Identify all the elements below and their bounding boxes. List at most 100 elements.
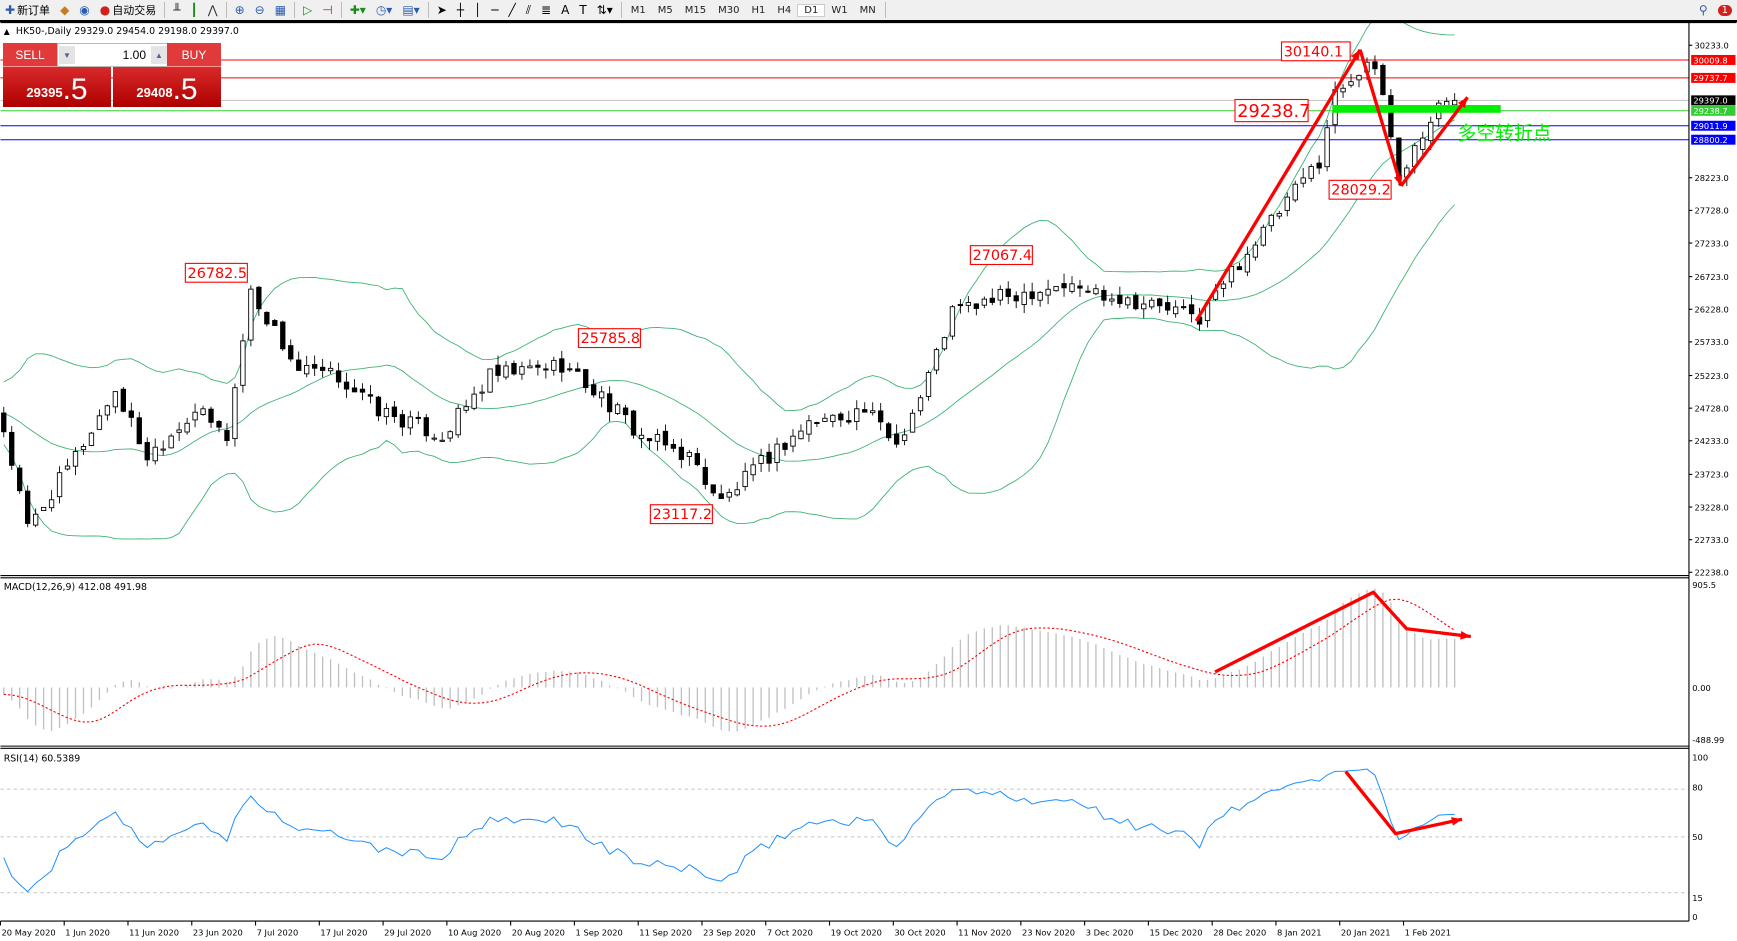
decrease-lot-button[interactable]: ▼ <box>59 46 75 64</box>
bull-candle <box>88 432 95 446</box>
text-button[interactable]: A <box>556 1 574 19</box>
bull-candle <box>192 411 198 421</box>
bull-candle <box>1093 288 1099 295</box>
bull-candle <box>686 451 693 457</box>
cursor-button[interactable]: ➤ <box>432 1 452 19</box>
bear-candle <box>296 359 302 371</box>
bear-candle <box>862 409 868 413</box>
bull-candle <box>790 435 796 447</box>
price-tick-label: 27728.0 <box>1694 206 1728 216</box>
new-order-button[interactable]: ✚ 新订单 <box>5 3 51 17</box>
zoom-out-button[interactable]: ⊖ <box>250 1 270 19</box>
timeframe-mn[interactable]: MN <box>859 4 876 16</box>
arrows-button[interactable]: ⇅▾ <box>592 1 618 19</box>
horizontal-line-button[interactable]: ─ <box>486 1 503 19</box>
divider <box>164 2 166 18</box>
bear-candle <box>120 388 126 412</box>
timeframe-h4[interactable]: H4 <box>777 4 792 16</box>
chart-shift-button[interactable]: ⊣ <box>317 1 337 19</box>
macd-panel: 905.5 0.00 -488.99 <box>3 580 1724 745</box>
timeframe-w1[interactable]: W1 <box>831 4 848 16</box>
bear-candle <box>702 466 708 485</box>
candle-chart-button[interactable]: ┃ <box>186 1 203 19</box>
grid-icon: ▦ <box>274 3 287 17</box>
periods-button[interactable]: ◷▾ <box>371 1 398 19</box>
price-label-bg <box>1691 54 1736 65</box>
bear-candle <box>1180 306 1187 309</box>
crosshair-button[interactable]: ┼ <box>452 1 469 19</box>
price-annotation-box <box>649 504 713 525</box>
bear-candle <box>224 429 230 441</box>
bear-candle <box>25 490 31 524</box>
bear-candle <box>630 410 637 436</box>
bear-candle <box>144 442 150 461</box>
timeframe-m1[interactable]: M1 <box>630 4 646 16</box>
bull-candle <box>1220 283 1227 289</box>
zoom-in-button[interactable]: ⊕ <box>230 1 250 19</box>
price-label-bg <box>1691 95 1736 106</box>
bull-candle <box>654 434 661 442</box>
price-annotation: 28029.2 <box>1331 183 1390 199</box>
market-watch-button[interactable]: ◆ <box>55 1 74 19</box>
buy-button[interactable]: BUY <box>167 43 221 67</box>
bear-candle <box>1029 291 1035 300</box>
bear-candle <box>335 370 342 383</box>
notifications-button[interactable]: 1 <box>1713 1 1737 19</box>
sell-price-button[interactable]: 29395.5 <box>3 67 111 107</box>
auto-trading-button[interactable]: ● 自动交易 <box>99 3 157 17</box>
fibonacci-button[interactable]: ≣ <box>536 1 556 19</box>
indicators-button[interactable]: ✚▾ <box>345 1 371 19</box>
line-chart-button[interactable]: ⋀ <box>203 1 223 19</box>
bear-candle <box>575 368 581 372</box>
date-label: 10 Aug 2020 <box>448 927 501 937</box>
price-tick-label: 27233.0 <box>1694 238 1728 248</box>
search-button[interactable]: ⚲ <box>1694 1 1713 19</box>
search-icon: ⚲ <box>1698 3 1708 17</box>
collapse-triangle-icon[interactable]: ▲ <box>4 27 10 36</box>
date-label: 30 Oct 2020 <box>894 927 945 937</box>
chart-area[interactable]: 30009.829737.729397.029238.729011.928800… <box>0 22 1737 941</box>
signals-button[interactable]: ◉ <box>74 1 94 19</box>
bull-candle <box>1324 127 1330 168</box>
timeframe-m5[interactable]: M5 <box>657 4 673 16</box>
templates-button[interactable]: ▤▾ <box>397 1 424 19</box>
label-button[interactable]: T <box>574 1 591 19</box>
channel-button[interactable]: ⫽ <box>521 1 536 19</box>
arrowhead-icon <box>1451 817 1462 826</box>
bear-candle <box>1117 294 1123 304</box>
timeframe-m30[interactable]: M30 <box>718 4 740 16</box>
bear-candle <box>1101 289 1107 301</box>
price-annotation: 30140.1 <box>1284 44 1343 60</box>
trendline-icon: ╱ <box>508 3 516 17</box>
crosshair-icon: ┼ <box>456 3 464 17</box>
bear-candle <box>1013 295 1019 302</box>
macd-tick-label: -488.99 <box>1692 735 1724 745</box>
vertical-line-button[interactable]: │ <box>469 1 486 19</box>
bull-candle <box>1268 214 1274 227</box>
channel-icon: ⫽ <box>525 2 532 17</box>
price-annotation-box <box>969 245 1033 266</box>
increase-lot-button[interactable]: ▲ <box>151 46 167 64</box>
bull-candle <box>1428 121 1434 142</box>
bull-candle <box>774 443 780 463</box>
buy-price-button[interactable]: 29408.5 <box>113 67 221 107</box>
bull-candle <box>184 422 190 433</box>
price-tick-label: 28223.0 <box>1694 173 1728 183</box>
add-indicator-icon: ✚▾ <box>349 3 366 17</box>
new-order-icon: ✚ <box>5 3 16 17</box>
bear-candle <box>312 364 318 369</box>
trendline-button[interactable]: ╱ <box>503 1 520 19</box>
macd-tick-label: 905.5 <box>1692 580 1716 590</box>
bull-candle <box>431 437 437 440</box>
sell-button[interactable]: SELL <box>3 43 57 67</box>
timeframe-m15[interactable]: M15 <box>684 4 707 16</box>
tile-windows-button[interactable]: ▦ <box>270 1 291 19</box>
auto-scroll-button[interactable]: ▷ <box>298 1 317 19</box>
bull-candle <box>56 472 63 498</box>
bull-candle <box>1260 226 1266 246</box>
timeframe-d1[interactable]: D1 <box>797 3 826 17</box>
timeframe-h1[interactable]: H1 <box>751 4 766 16</box>
lot-size-input[interactable]: 1.00 <box>122 48 146 62</box>
price-label-bg <box>1691 120 1736 131</box>
bar-chart-button[interactable]: ╨ <box>168 1 185 19</box>
